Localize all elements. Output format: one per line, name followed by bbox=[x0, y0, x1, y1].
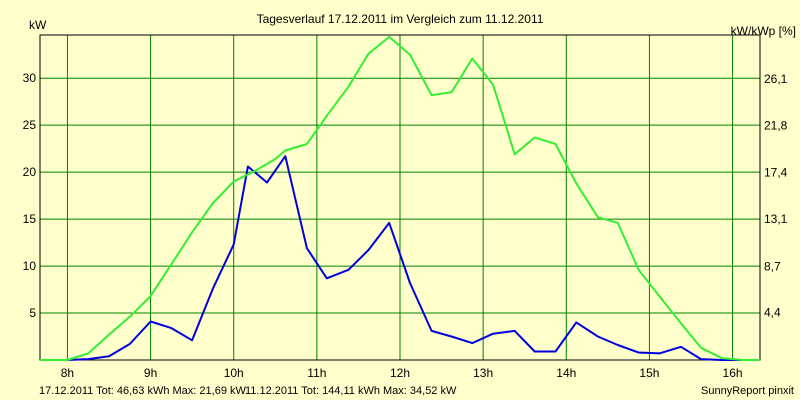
y-tick-label-left: 15 bbox=[23, 212, 37, 226]
y-tick-label-right: 21,8 bbox=[764, 118, 788, 132]
y-axis-right-label: kW/kWp [%] bbox=[731, 24, 796, 38]
y-tick-label-left: 20 bbox=[23, 165, 37, 179]
x-tick-label: 16h bbox=[723, 366, 743, 380]
y-tick-label-right: 17,4 bbox=[764, 166, 788, 180]
footer-series2-summary: 11.12.2011 Tot: 144,11 kWh Max: 34,52 kW bbox=[245, 385, 457, 397]
series-lines bbox=[40, 35, 760, 361]
x-tick-label: 9h bbox=[144, 366, 157, 380]
y-axis-left-label: kW bbox=[29, 18, 47, 32]
axes bbox=[39, 34, 761, 361]
y-tick-label-right: 4,4 bbox=[764, 306, 781, 320]
footer-credit: SunnyReport pinxit bbox=[701, 385, 794, 397]
plot-frame bbox=[39, 34, 761, 361]
y-tick-label-right: 13,1 bbox=[764, 212, 788, 226]
y-tick-label-left: 10 bbox=[23, 259, 37, 273]
x-tick-label: 15h bbox=[639, 366, 659, 380]
y-tick-label-left: 25 bbox=[23, 118, 37, 132]
series-line-2 bbox=[40, 35, 760, 361]
axis-labels: 5 10 15 20 25 30 4,4 8,7 13,1 17,4 21,8 26,1 8h 9h 10h… bbox=[23, 71, 788, 380]
grid-lines bbox=[40, 35, 760, 360]
x-tick-label: 11h bbox=[307, 366, 326, 380]
y-tick-label-left: 5 bbox=[29, 306, 36, 320]
x-tick-label: 13h bbox=[473, 366, 493, 380]
y-tick-label-right: 26,1 bbox=[764, 72, 788, 86]
chart-title: Tagesverlauf 17.12.2011 im Vergleich zum… bbox=[257, 12, 544, 26]
footer-series1-summary: 17.12.2011 Tot: 46,63 kWh Max: 21,69 kW bbox=[39, 385, 246, 397]
x-tick-label: 12h bbox=[390, 366, 410, 380]
x-tick-label: 14h bbox=[556, 366, 576, 380]
x-tick-label: 10h bbox=[224, 366, 244, 380]
series-line-1 bbox=[40, 155, 760, 361]
y-tick-label-right: 8,7 bbox=[764, 259, 781, 273]
x-tick-label: 8h bbox=[61, 366, 74, 380]
y-tick-label-left: 30 bbox=[23, 71, 37, 85]
